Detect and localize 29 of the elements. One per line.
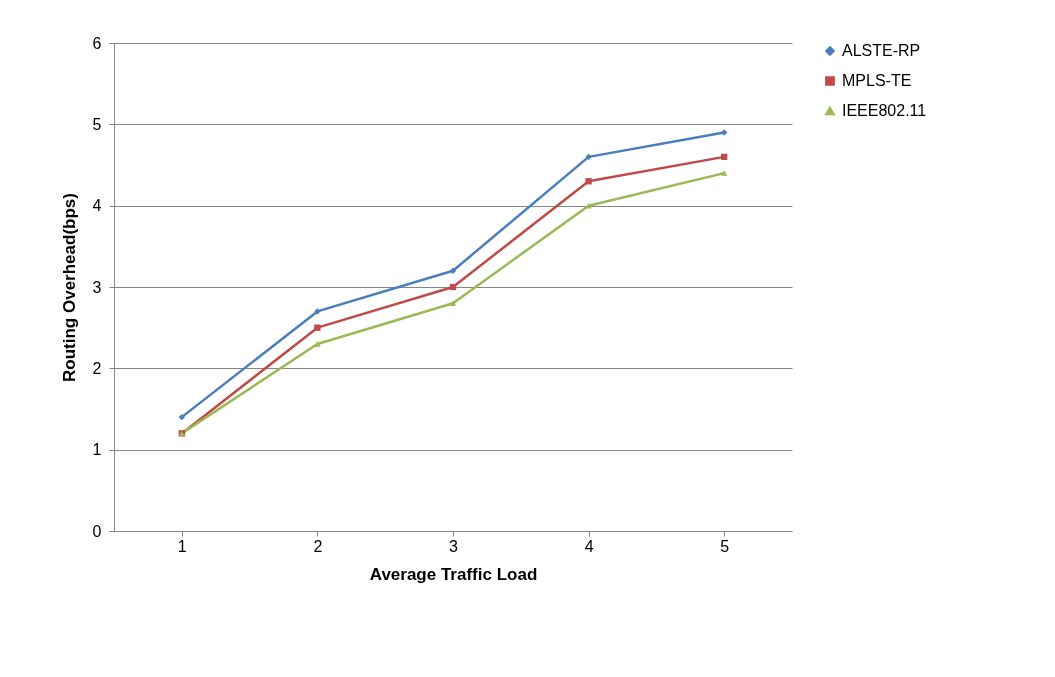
legend-label: ALSTE-RP [842,42,921,59]
x-tick-label: 1 [177,537,187,555]
y-tick-label: 3 [92,278,102,296]
point [721,170,728,176]
point [449,283,457,291]
point [721,153,728,161]
point [585,153,592,161]
y-tick-label: 0 [92,522,102,540]
x-tick-label: 3 [449,537,459,555]
point [449,300,457,307]
y-tick-label: 4 [92,197,102,215]
y-tick-label: 2 [92,359,102,377]
x-axis-title: Average Traffic Load [369,564,538,584]
y-tick-label: 6 [92,34,102,52]
legend-label: MPLS-TE [842,72,912,89]
y-tick-label: 1 [92,441,102,459]
point [314,308,321,315]
point [721,129,728,136]
x-tick-label: 2 [313,537,323,555]
point [585,178,592,185]
x-tick-label: 4 [584,537,594,555]
x-tick-label: 5 [720,537,730,555]
point [178,413,185,421]
legend-label: IEEE802.11 [842,102,927,119]
point [314,324,321,331]
point [314,341,321,347]
y-axis-title: Routing Overhead(bps) [59,193,79,382]
point [449,267,457,274]
y-tick-label: 5 [92,115,102,133]
